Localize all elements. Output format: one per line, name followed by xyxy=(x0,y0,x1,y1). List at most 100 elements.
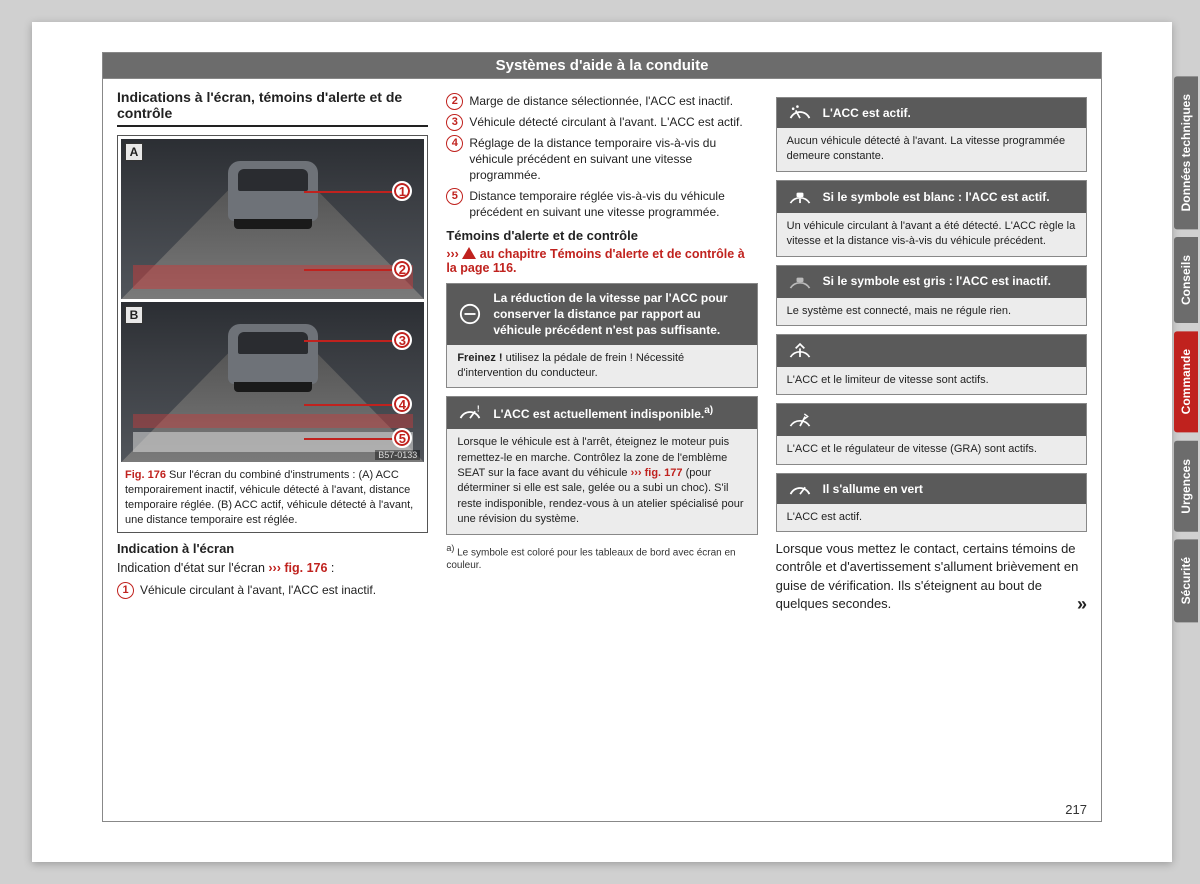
car-b xyxy=(228,324,318,384)
card-head-main: L'ACC est actuellement indisponible. xyxy=(493,407,704,421)
list-item: 5 Distance temporaire réglée vis-à-vis d… xyxy=(446,188,757,220)
acc-icon xyxy=(787,104,813,122)
callout-1: 1 xyxy=(392,181,412,201)
page: Systèmes d'aide à la conduite Indication… xyxy=(32,22,1172,862)
card-body-strong: Freinez ! xyxy=(457,352,502,364)
item-text: Véhicule détecté circulant à l'avant. L'… xyxy=(469,114,742,131)
card-head-text: L'ACC est actif. xyxy=(823,105,911,121)
figure-label-a: A xyxy=(125,143,143,161)
card-body: Aucun véhicule détecté à l'avant. La vit… xyxy=(777,128,1086,171)
columns: Indications à l'écran, témoins d'alerte … xyxy=(103,79,1101,819)
callout-line xyxy=(304,438,394,440)
list-item: 1 Véhicule circulant à l'avant, l'ACC es… xyxy=(117,582,428,599)
item-text: Véhicule circulant à l'avant, l'ACC est … xyxy=(140,582,376,599)
card-head xyxy=(777,404,1086,436)
footnote-text: Le symbole est coloré pour les tableaux … xyxy=(446,547,735,571)
figure-caption: Fig. 176 Sur l'écran du combiné d'instru… xyxy=(121,462,424,529)
card-body: L'ACC et le régulateur de vitesse (GRA) … xyxy=(777,436,1086,463)
num-circle-4: 4 xyxy=(446,135,463,152)
callout-3: 3 xyxy=(392,330,412,350)
gauge-green-icon xyxy=(787,480,813,498)
crossref-prefix: ››› xyxy=(446,247,459,261)
acc-alert-icon: ! xyxy=(457,403,483,423)
acc-card-3: Si le symbole est gris : l'ACC est inact… xyxy=(776,265,1087,326)
card-body: L'ACC et le limiteur de vitesse sont act… xyxy=(777,367,1086,394)
num-circle-3: 3 xyxy=(446,114,463,131)
card-head: Il s'allume en vert xyxy=(777,474,1086,504)
subhead-indication: Indication à l'écran xyxy=(117,541,428,556)
num-circle-5: 5 xyxy=(446,188,463,205)
card-head: Si le symbole est blanc : l'ACC est acti… xyxy=(777,181,1086,213)
tab-donnees-techniques[interactable]: Données techniques xyxy=(1174,76,1198,229)
lead-b: : xyxy=(327,561,334,575)
acc-card-4: L'ACC et le limiteur de vitesse sont act… xyxy=(776,334,1087,395)
list-item: 4 Réglage de la distance temporaire vis-… xyxy=(446,135,757,184)
warning-card-unavailable: ! L'ACC est actuellement indisponible.a)… xyxy=(446,396,757,534)
column-1: Indications à l'écran, témoins d'alerte … xyxy=(117,89,428,813)
card-body: Le système est connecté, mais ne régule … xyxy=(777,298,1086,325)
figure-caption-text: Sur l'écran du combiné d'instruments : (… xyxy=(125,469,413,526)
card-head-text: Il s'allume en vert xyxy=(823,481,923,497)
acc-card-1: L'ACC est actif. Aucun véhicule détecté … xyxy=(776,97,1087,172)
no-entry-icon xyxy=(457,303,483,325)
lane-band-b1 xyxy=(133,414,413,428)
figure-ref: Fig. 176 xyxy=(125,469,166,481)
tab-securite[interactable]: Sécurité xyxy=(1174,539,1198,622)
card-body: Freinez ! utilisez la pédale de frein ! … xyxy=(447,345,756,388)
list-item: 3 Véhicule détecté circulant à l'avant. … xyxy=(446,114,757,131)
tab-urgences[interactable]: Urgences xyxy=(1174,441,1198,532)
card-body: Lorsque le véhicule est à l'arrêt, éteig… xyxy=(447,429,756,533)
svg-text:!: ! xyxy=(477,404,480,414)
figure-box: A 1 2 B xyxy=(117,135,428,533)
column-3: L'ACC est actif. Aucun véhicule détecté … xyxy=(776,89,1087,813)
lead-ref: ››› fig. 176 xyxy=(268,561,327,575)
lead-a: Indication d'état sur l'écran xyxy=(117,561,268,575)
card-head-text: Si le symbole est gris : l'ACC est inact… xyxy=(823,273,1051,289)
card-body-ref: ››› fig. 177 xyxy=(631,467,683,479)
lead-text: Indication d'état sur l'écran ››› fig. 1… xyxy=(117,560,428,578)
footnote: a) Le symbole est coloré pour les tablea… xyxy=(446,543,757,572)
item-text: Réglage de la distance temporaire vis-à-… xyxy=(469,135,757,184)
card-head: La réduction de la vitesse par l'ACC pou… xyxy=(447,284,756,345)
crossref-text: au chapitre Témoins d'alerte et de contr… xyxy=(446,247,744,275)
item-text: Marge de distance sélectionnée, l'ACC es… xyxy=(469,93,733,110)
tab-commande[interactable]: Commande xyxy=(1174,331,1198,432)
callout-line xyxy=(304,404,394,406)
card-head: Si le symbole est gris : l'ACC est inact… xyxy=(777,266,1086,298)
card-head-sup: a) xyxy=(704,405,713,416)
cruise-icon xyxy=(787,410,813,430)
card-head: ! L'ACC est actuellement indisponible.a) xyxy=(447,397,756,429)
figure-a: A 1 2 xyxy=(121,139,424,299)
num-circle-1: 1 xyxy=(117,582,134,599)
tab-conseils[interactable]: Conseils xyxy=(1174,237,1198,323)
subhead-temoins: Témoins d'alerte et de contrôle xyxy=(446,228,757,243)
warning-triangle-icon xyxy=(462,247,476,259)
acc-card-2: Si le symbole est blanc : l'ACC est acti… xyxy=(776,180,1087,257)
card-body: Un véhicule circulant à l'avant a été dé… xyxy=(777,213,1086,256)
limiter-icon xyxy=(787,341,813,361)
page-header: Systèmes d'aide à la conduite xyxy=(103,53,1101,79)
acc-car-icon xyxy=(787,187,813,207)
figure-label-b: B xyxy=(125,306,143,324)
item-text: Distance temporaire réglée vis-à-vis du … xyxy=(469,188,757,220)
card-head-text: Si le symbole est blanc : l'ACC est acti… xyxy=(823,189,1050,205)
closing-text: Lorsque vous mettez le contact, certains… xyxy=(776,541,1079,611)
callout-line xyxy=(304,340,394,342)
card-head-text: L'ACC est actuellement indisponible.a) xyxy=(493,404,713,422)
card-body: L'ACC est actif. xyxy=(777,504,1086,531)
num-circle-2: 2 xyxy=(446,93,463,110)
column-2: 2 Marge de distance sélectionnée, l'ACC … xyxy=(446,89,757,813)
warning-card-brake: La réduction de la vitesse par l'ACC pou… xyxy=(446,283,757,388)
acc-car-grey-icon xyxy=(787,272,813,292)
page-number: 217 xyxy=(1065,802,1087,817)
acc-card-6: Il s'allume en vert L'ACC est actif. xyxy=(776,473,1087,532)
list-item: 2 Marge de distance sélectionnée, l'ACC … xyxy=(446,93,757,110)
callout-line xyxy=(304,191,394,193)
callout-4: 4 xyxy=(392,394,412,414)
cross-reference: ››› au chapitre Témoins d'alerte et de c… xyxy=(446,247,757,275)
lane-band-b2 xyxy=(133,432,413,452)
card-head xyxy=(777,335,1086,367)
card-head-text: La réduction de la vitesse par l'ACC pou… xyxy=(493,290,746,339)
card-head: L'ACC est actif. xyxy=(777,98,1086,128)
acc-card-5: L'ACC et le régulateur de vitesse (GRA) … xyxy=(776,403,1087,464)
